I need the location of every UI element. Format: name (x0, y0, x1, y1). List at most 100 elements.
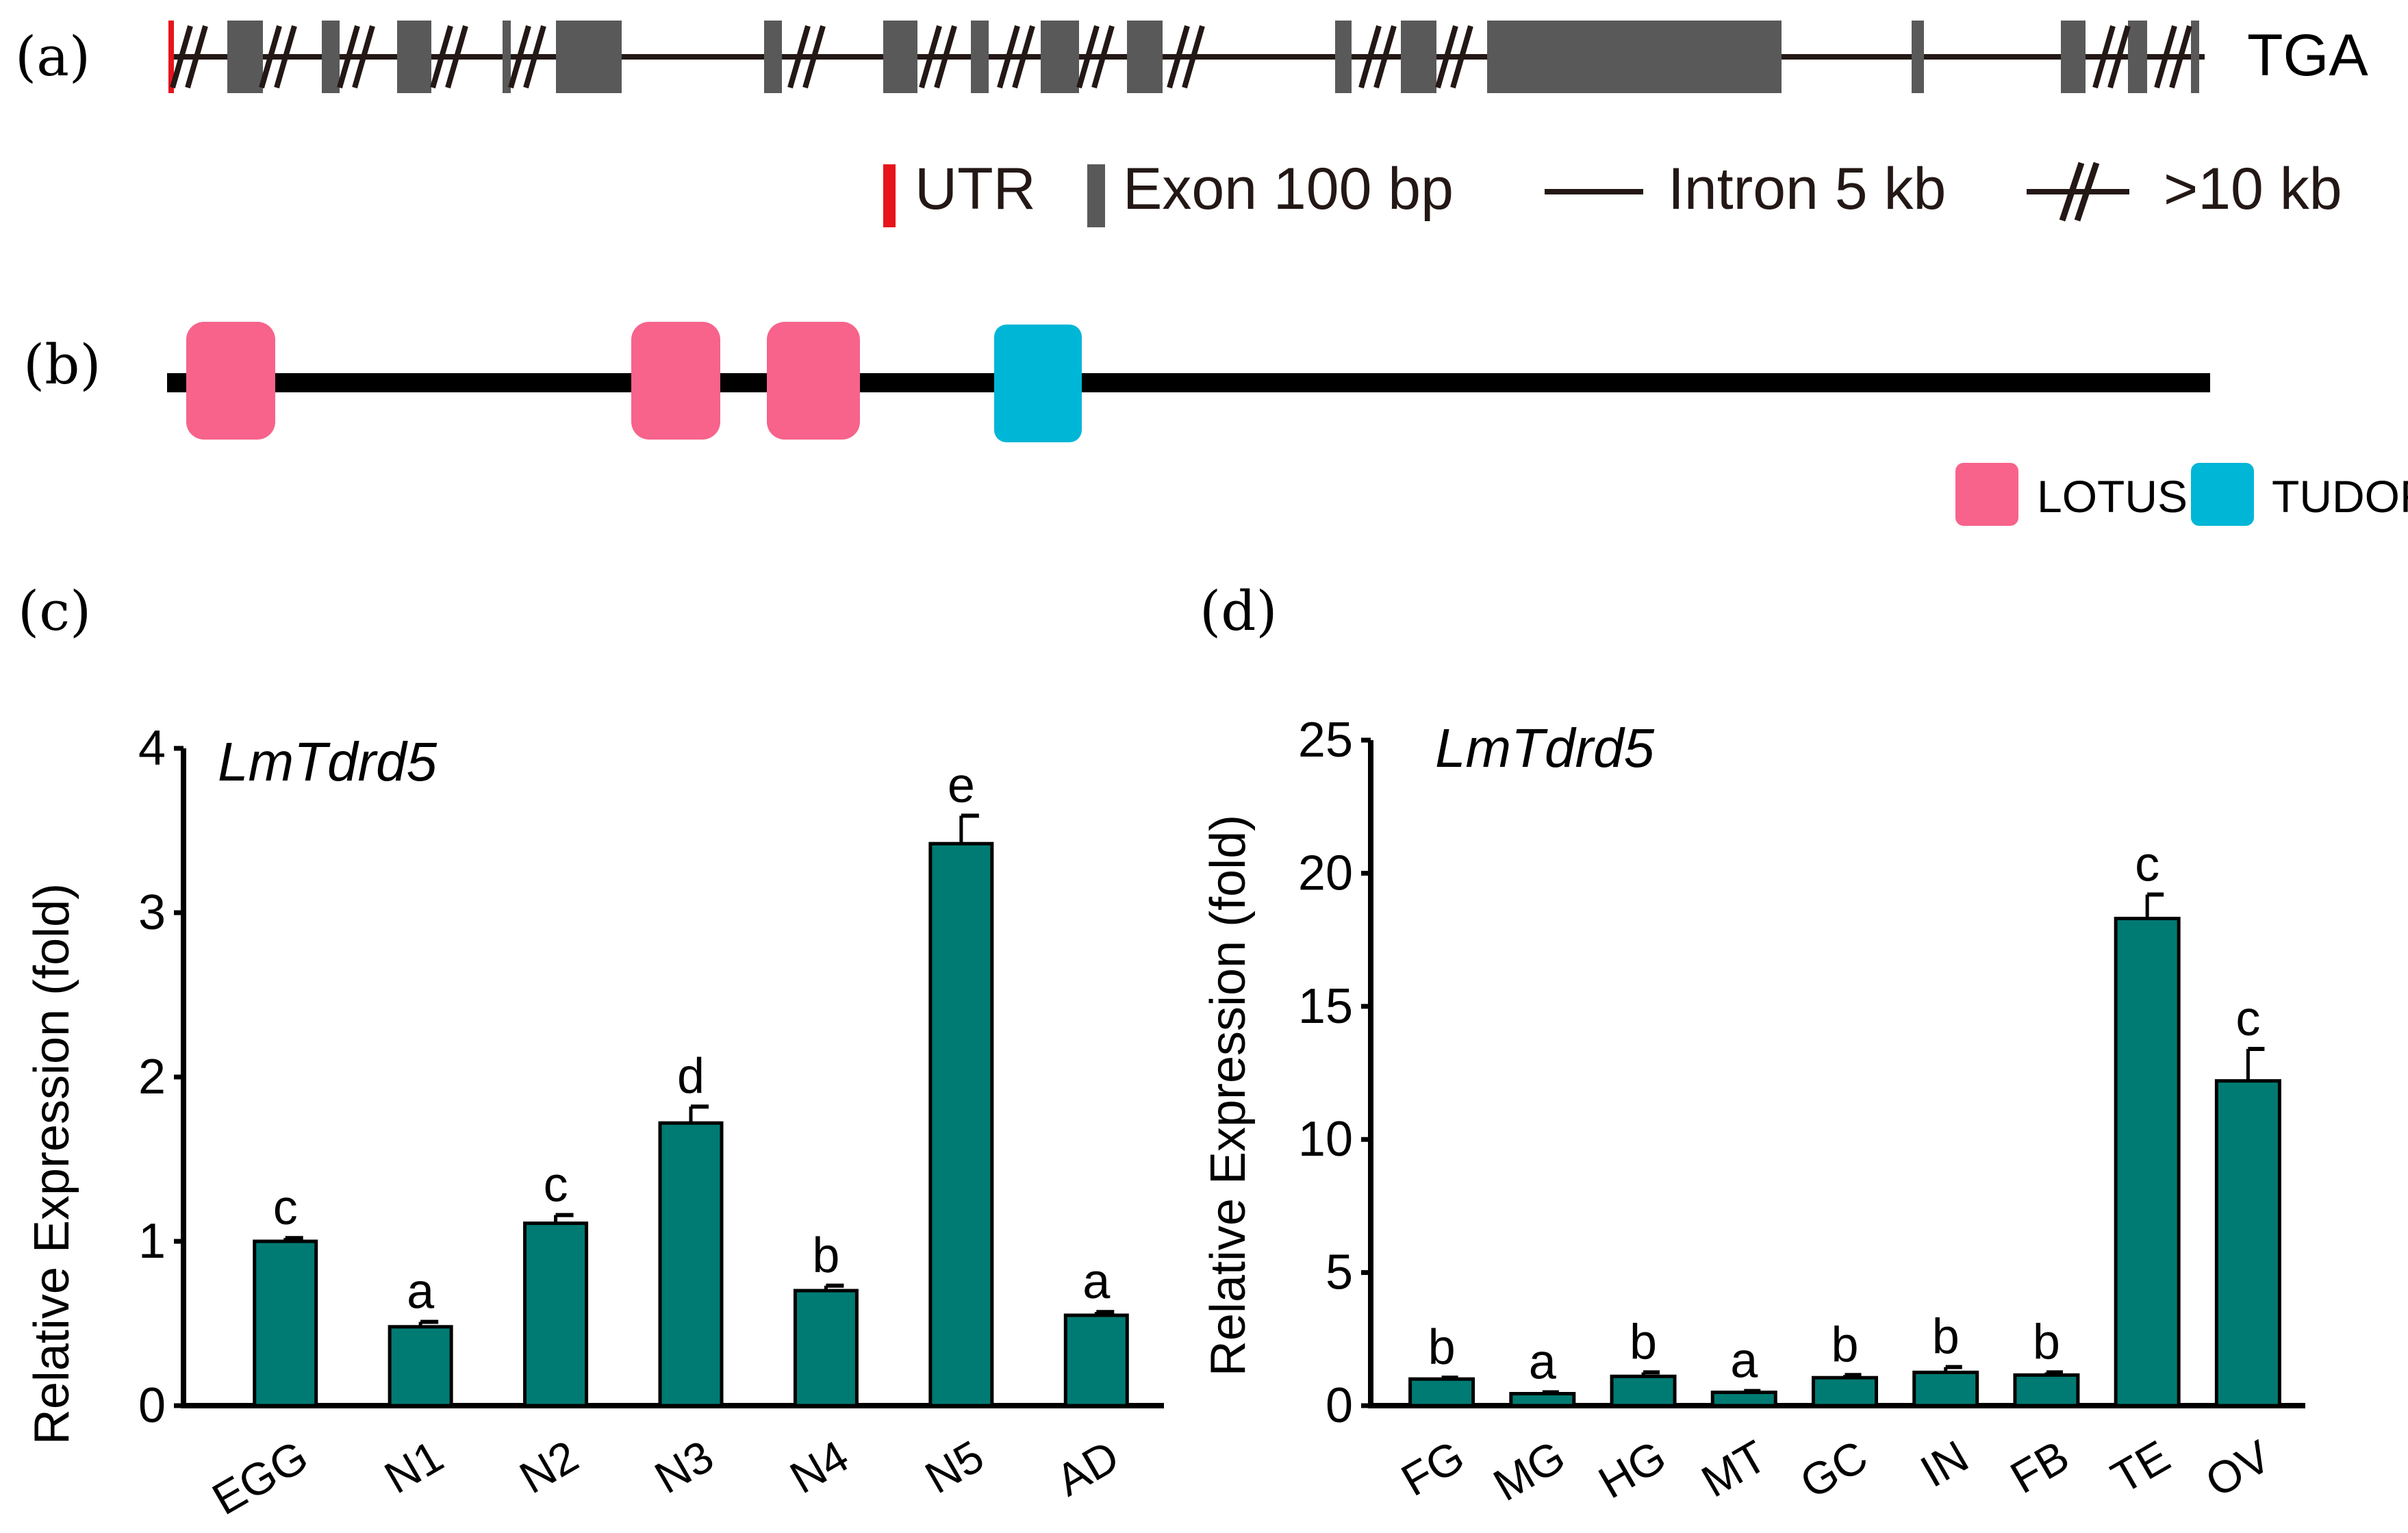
x-tick-label: TE (2103, 1430, 2178, 1503)
significance-letter: e (948, 758, 975, 813)
panel-b: (b) LOTUS TUDOR (23, 322, 2408, 526)
exon (227, 21, 263, 93)
significance-letter: a (1082, 1254, 1111, 1309)
exon (1401, 21, 1436, 93)
panel-c-label: (c) (18, 579, 91, 643)
lotus-legend-swatch (1955, 463, 2018, 526)
break-legend-slash (2059, 162, 2085, 222)
break-slash (1167, 25, 1190, 89)
tudor-legend-label: TUDOR (2272, 471, 2408, 522)
x-tick-label: N5 (917, 1430, 992, 1503)
exon (397, 21, 431, 93)
y-tick-label: 0 (138, 1378, 166, 1433)
break-slash (934, 25, 957, 89)
exon-legend-label: Exon 100 bp (1123, 156, 1454, 222)
bar (523, 1221, 589, 1408)
y-tick-label: 10 (1298, 1112, 1353, 1167)
intron-breaks (170, 25, 2192, 89)
panel-b-label: (b) (23, 333, 101, 396)
utr-mark (168, 21, 174, 93)
significance-letter: d (677, 1049, 705, 1104)
exon (1912, 21, 1924, 93)
bar (1812, 1376, 1878, 1408)
break-slash (170, 25, 193, 89)
chart-c-y-axis-label: Relative Expression (fold) (25, 883, 79, 1445)
significance-letter: a (1529, 1335, 1557, 1390)
break-slash (523, 25, 546, 89)
bar (928, 841, 994, 1408)
break-slash (2092, 25, 2116, 89)
bar (1610, 1374, 1677, 1408)
exon (503, 21, 511, 93)
y-tick-label: 0 (1326, 1378, 1353, 1433)
break-legend-label: >10 kb (2164, 156, 2342, 222)
break-slash (352, 25, 375, 89)
exon (2061, 21, 2086, 93)
break-slash (1435, 25, 1458, 89)
gene-structure-legend: UTR Exon 100 bp Intron 5 kb >10 kb (883, 156, 2342, 227)
chart-d-gene-name: LmTdrd5 (1435, 718, 1655, 778)
significance-letter: b (1831, 1317, 1858, 1372)
break-slash (997, 25, 1020, 89)
y-tick-label: 3 (138, 885, 166, 940)
break-slash (259, 25, 282, 89)
bar (2114, 916, 2181, 1408)
bar (793, 1289, 859, 1408)
bar (1408, 1377, 1475, 1408)
tudor-domain (994, 325, 1082, 442)
break-slash (2107, 25, 2131, 89)
stop-codon-label: TGA (2247, 23, 2368, 88)
tudor-legend-swatch (2191, 463, 2254, 526)
significance-letter: a (1730, 1334, 1758, 1389)
x-tick-label: N3 (646, 1430, 722, 1503)
x-tick-label: HG (1590, 1430, 1674, 1508)
break-slash (1450, 25, 1473, 89)
lotus-domain (767, 322, 860, 440)
exon (1041, 21, 1079, 93)
bar (1912, 1370, 1979, 1408)
significance-letter: b (1932, 1310, 1960, 1365)
panel-d-label: (d) (1200, 579, 1278, 643)
x-tick-label: MG (1485, 1430, 1573, 1510)
x-tick-label: FG (1393, 1430, 1472, 1506)
exon (1335, 21, 1352, 93)
utr-legend-swatch (883, 164, 896, 227)
bar (2214, 1079, 2281, 1408)
chart-d: (d) LmTdrd5 Relative Expression (fold) 0… (1200, 579, 2305, 1510)
break-slash (2154, 25, 2177, 89)
break-slash (274, 25, 297, 89)
exon (2191, 21, 2199, 93)
bar (1509, 1392, 1576, 1408)
bar (1063, 1313, 1129, 1408)
exon (971, 21, 989, 93)
chart-c-gene-name: LmTdrd5 (218, 731, 438, 792)
x-tick-label: EGG (204, 1430, 316, 1524)
break-slash (337, 25, 360, 89)
lotus-legend-label: LOTUS (2037, 471, 2188, 522)
bar (253, 1239, 318, 1408)
x-tick-label: MT (1693, 1430, 1775, 1507)
break-slash (787, 25, 811, 89)
break-slash (445, 25, 468, 89)
chart-d-y-axis-label: Relative Expression (fold) (1201, 815, 1256, 1376)
y-tick-label: 2 (138, 1050, 166, 1104)
x-tick-label: N1 (376, 1430, 451, 1503)
x-tick-label: AD (1048, 1430, 1127, 1506)
y-tick-label: 1 (138, 1214, 166, 1269)
x-tick-label: OV (2197, 1430, 2279, 1507)
lotus-domain (186, 322, 275, 440)
chart-c: (c) LmTdrd5 Relative Expression (fold) 0… (18, 579, 1164, 1524)
break-slash (1012, 25, 1035, 89)
break-slash (430, 25, 453, 89)
significance-letter: c (544, 1158, 568, 1213)
exon (1487, 21, 1782, 93)
exon (556, 21, 622, 93)
break-slash (1076, 25, 1100, 89)
x-tick-label: GC (1792, 1430, 1876, 1508)
significance-letter: b (1428, 1320, 1456, 1375)
lotus-domain (631, 322, 720, 440)
break-slash (919, 25, 942, 89)
x-tick-label: N4 (781, 1430, 857, 1503)
y-tick-label: 25 (1298, 713, 1353, 768)
